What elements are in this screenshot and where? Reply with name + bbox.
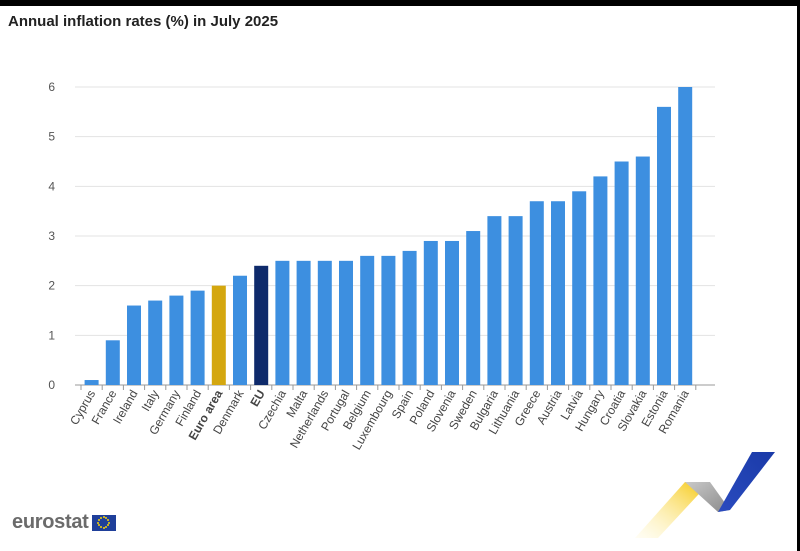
top-border [0,0,800,6]
bar-slovakia [635,156,650,385]
bar-czechia [275,260,290,385]
bar-malta [296,260,311,385]
bar-romania [678,87,693,385]
bar-finland [190,290,205,385]
bar-sweden [466,231,481,385]
y-tick-label: 0 [48,378,55,392]
bar-chart: 0123456CyprusFranceIrelandItalyGermanyFi… [48,80,715,452]
bar-portugal [339,260,353,385]
bar-belgium [360,255,375,385]
bar-netherlands [317,260,332,385]
y-tick-label: 2 [48,279,55,293]
eu-flag-icon [91,514,116,531]
bar-spain [402,250,417,385]
x-tick-label: EU [247,388,267,409]
chart-title: Annual inflation rates (%) in July 2025 [8,13,279,30]
bar-euro-area [211,285,226,385]
bar-bulgaria [487,216,502,385]
bar-eu [254,265,269,385]
right-border [797,0,800,551]
bar-luxembourg [381,255,396,385]
eurostat-logo-text: eurostat [12,511,89,533]
bar-denmark [233,275,247,385]
bar-slovenia [445,240,459,385]
bar-poland [423,240,438,385]
bar-croatia [614,161,629,385]
bar-cyprus [84,380,99,385]
bar-france [105,340,120,385]
bar-greece [529,201,544,385]
eurostat-swoosh-icon [635,452,775,538]
bar-latvia [572,191,587,385]
bar-germany [169,295,184,385]
bar-lithuania [508,216,523,385]
bar-estonia [657,106,671,385]
y-tick-label: 4 [48,179,55,193]
y-tick-label: 5 [48,130,55,144]
y-tick-label: 6 [48,80,55,94]
bar-hungary [593,176,608,385]
y-tick-label: 1 [48,328,55,342]
y-tick-label: 3 [48,229,55,243]
eurostat-logo: eurostat [12,511,116,534]
bar-ireland [127,305,141,385]
bar-italy [148,300,163,385]
bar-austria [551,201,565,385]
